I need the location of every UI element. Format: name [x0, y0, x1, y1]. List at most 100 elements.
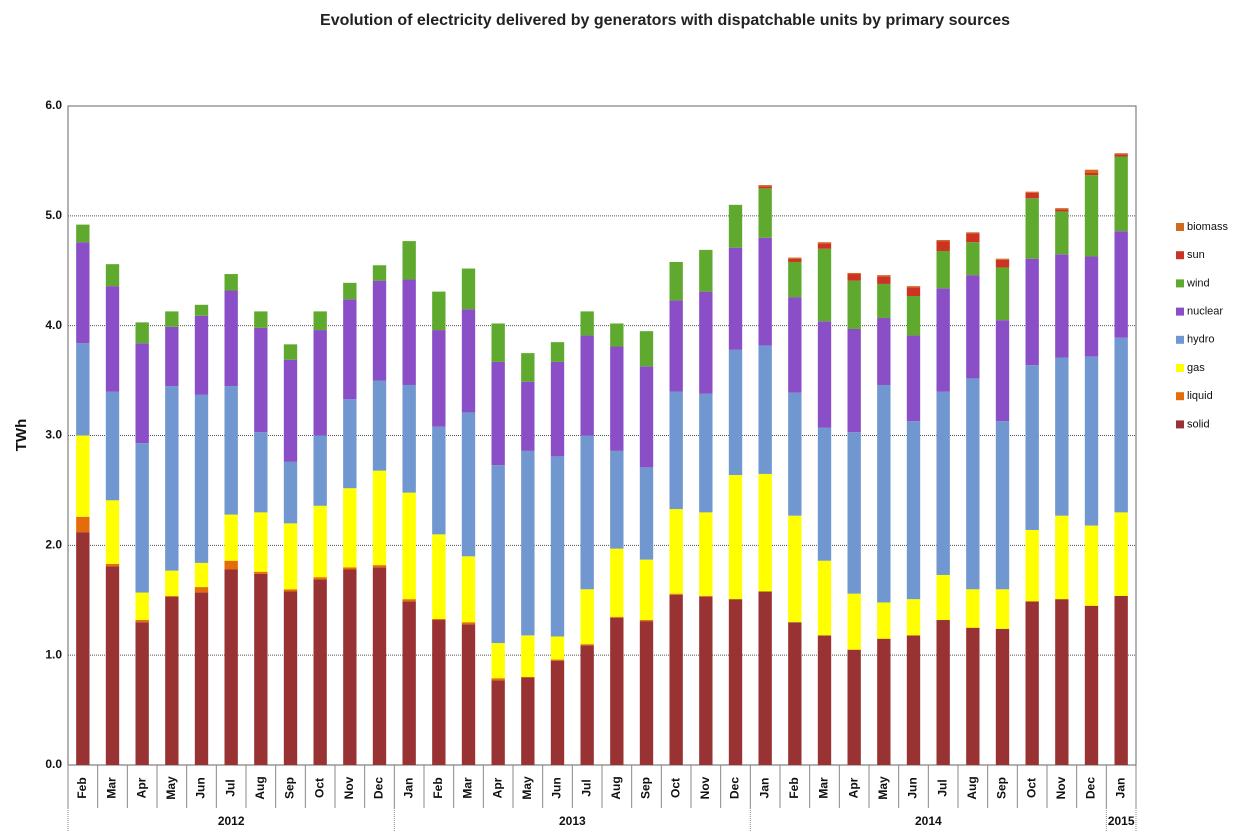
bar-segment: [165, 570, 179, 596]
group-label: 2012: [218, 814, 245, 828]
bar-segment: [343, 282, 357, 300]
legend-swatch: [1176, 279, 1184, 288]
bar-segment: [1025, 601, 1039, 765]
bar-segment: [580, 435, 594, 590]
bar-segment: [788, 261, 802, 298]
bar-segment: [639, 620, 654, 622]
bar-segment: [194, 394, 209, 563]
chart-title: Evolution of electricity delivered by ge…: [320, 12, 1010, 29]
bar-segment: [402, 599, 416, 602]
bar-segment: [728, 349, 743, 476]
bar-segment: [906, 296, 921, 336]
bar-segment: [135, 443, 149, 593]
bar-segment: [936, 288, 950, 392]
y-axis-label: TWh: [13, 419, 30, 451]
x-tick-label: Mar: [105, 777, 119, 799]
bar-segment: [877, 384, 891, 603]
bar-segment: [847, 280, 861, 329]
bar-segment: [491, 643, 505, 679]
legend-swatch: [1176, 420, 1184, 429]
bar-segment: [877, 276, 891, 284]
bar-segment: [402, 384, 416, 493]
bar-segment: [936, 391, 950, 575]
bar-segment: [847, 432, 861, 594]
x-tick-label: Apr: [490, 777, 504, 798]
x-tick-label: Jul: [223, 779, 237, 796]
legend-swatch: [1176, 392, 1184, 401]
bar-segment: [847, 274, 861, 281]
bar-segment: [105, 566, 120, 765]
bar-segment: [224, 560, 238, 570]
bar-segment: [699, 249, 713, 292]
bar-segment: [105, 500, 120, 565]
bar-segment: [550, 659, 565, 661]
bar-segment: [966, 232, 980, 234]
bar-segment: [1055, 515, 1069, 600]
bar-segment: [1025, 258, 1039, 366]
bar-segment: [135, 343, 149, 444]
bar-segment: [402, 492, 416, 600]
bar-segment: [313, 330, 327, 436]
bar-segment: [1114, 512, 1128, 596]
bar-segment: [906, 421, 921, 600]
group-label: 2015: [1108, 814, 1135, 828]
bar-segment: [728, 599, 743, 765]
bar-segment: [521, 635, 535, 678]
bar-segment: [1114, 153, 1128, 155]
bar-segment: [639, 559, 654, 621]
bar-segment: [283, 591, 298, 765]
bar-segment: [254, 573, 268, 765]
x-tick-label: Jul: [935, 779, 949, 796]
bar-segment: [847, 272, 861, 275]
x-tick-label: Nov: [1054, 776, 1068, 799]
legend-label: nuclear: [1187, 306, 1223, 318]
bar-segment: [224, 386, 238, 515]
bar-segment: [432, 534, 446, 619]
x-tick-label: Aug: [253, 776, 267, 799]
x-tick-label: Feb: [75, 777, 89, 798]
bar-segment: [76, 516, 90, 533]
bar-segment: [728, 475, 743, 600]
bar-segment: [758, 237, 772, 346]
x-tick-label: Jul: [579, 779, 593, 796]
bar-segment: [372, 470, 387, 566]
bar-segment: [995, 628, 1010, 765]
bar-segment: [313, 577, 327, 580]
x-tick-label: Sep: [283, 777, 297, 799]
bar-segment: [580, 335, 594, 436]
bar-segment: [165, 386, 179, 571]
legend-swatch: [1176, 335, 1184, 344]
x-tick-label: Sep: [995, 777, 1009, 799]
bar-segment: [1025, 365, 1039, 530]
bar-segment: [906, 286, 921, 288]
bar-segment: [847, 328, 861, 433]
bar-segment: [521, 353, 535, 382]
bar-segment: [1114, 156, 1128, 232]
bar-segment: [1114, 337, 1128, 513]
bar-segment: [550, 636, 565, 660]
bar-segment: [788, 392, 802, 516]
bar-segment: [817, 243, 832, 249]
bar-segment: [76, 435, 90, 517]
bar-segment: [788, 515, 802, 623]
bar-segment: [1114, 154, 1128, 157]
bar-segment: [1055, 209, 1069, 212]
legend-label: hydro: [1187, 334, 1215, 346]
bar-segment: [194, 315, 209, 395]
bar-segment: [432, 426, 446, 535]
legend-label: sun: [1187, 249, 1205, 261]
bar-segment: [254, 432, 268, 513]
bar-segment: [966, 242, 980, 276]
bar-segment: [491, 678, 505, 681]
bar-segment: [521, 450, 535, 636]
bar-segment: [313, 505, 327, 578]
x-tick-label: Feb: [787, 777, 801, 798]
bar-segment: [817, 242, 832, 244]
bar-segment: [1055, 208, 1069, 210]
bar-segment: [1055, 211, 1069, 255]
bar-segment: [699, 291, 713, 394]
bar-segment: [105, 564, 120, 567]
bar-segment: [788, 258, 802, 262]
bar-segment: [639, 621, 654, 765]
bar-segment: [877, 275, 891, 277]
